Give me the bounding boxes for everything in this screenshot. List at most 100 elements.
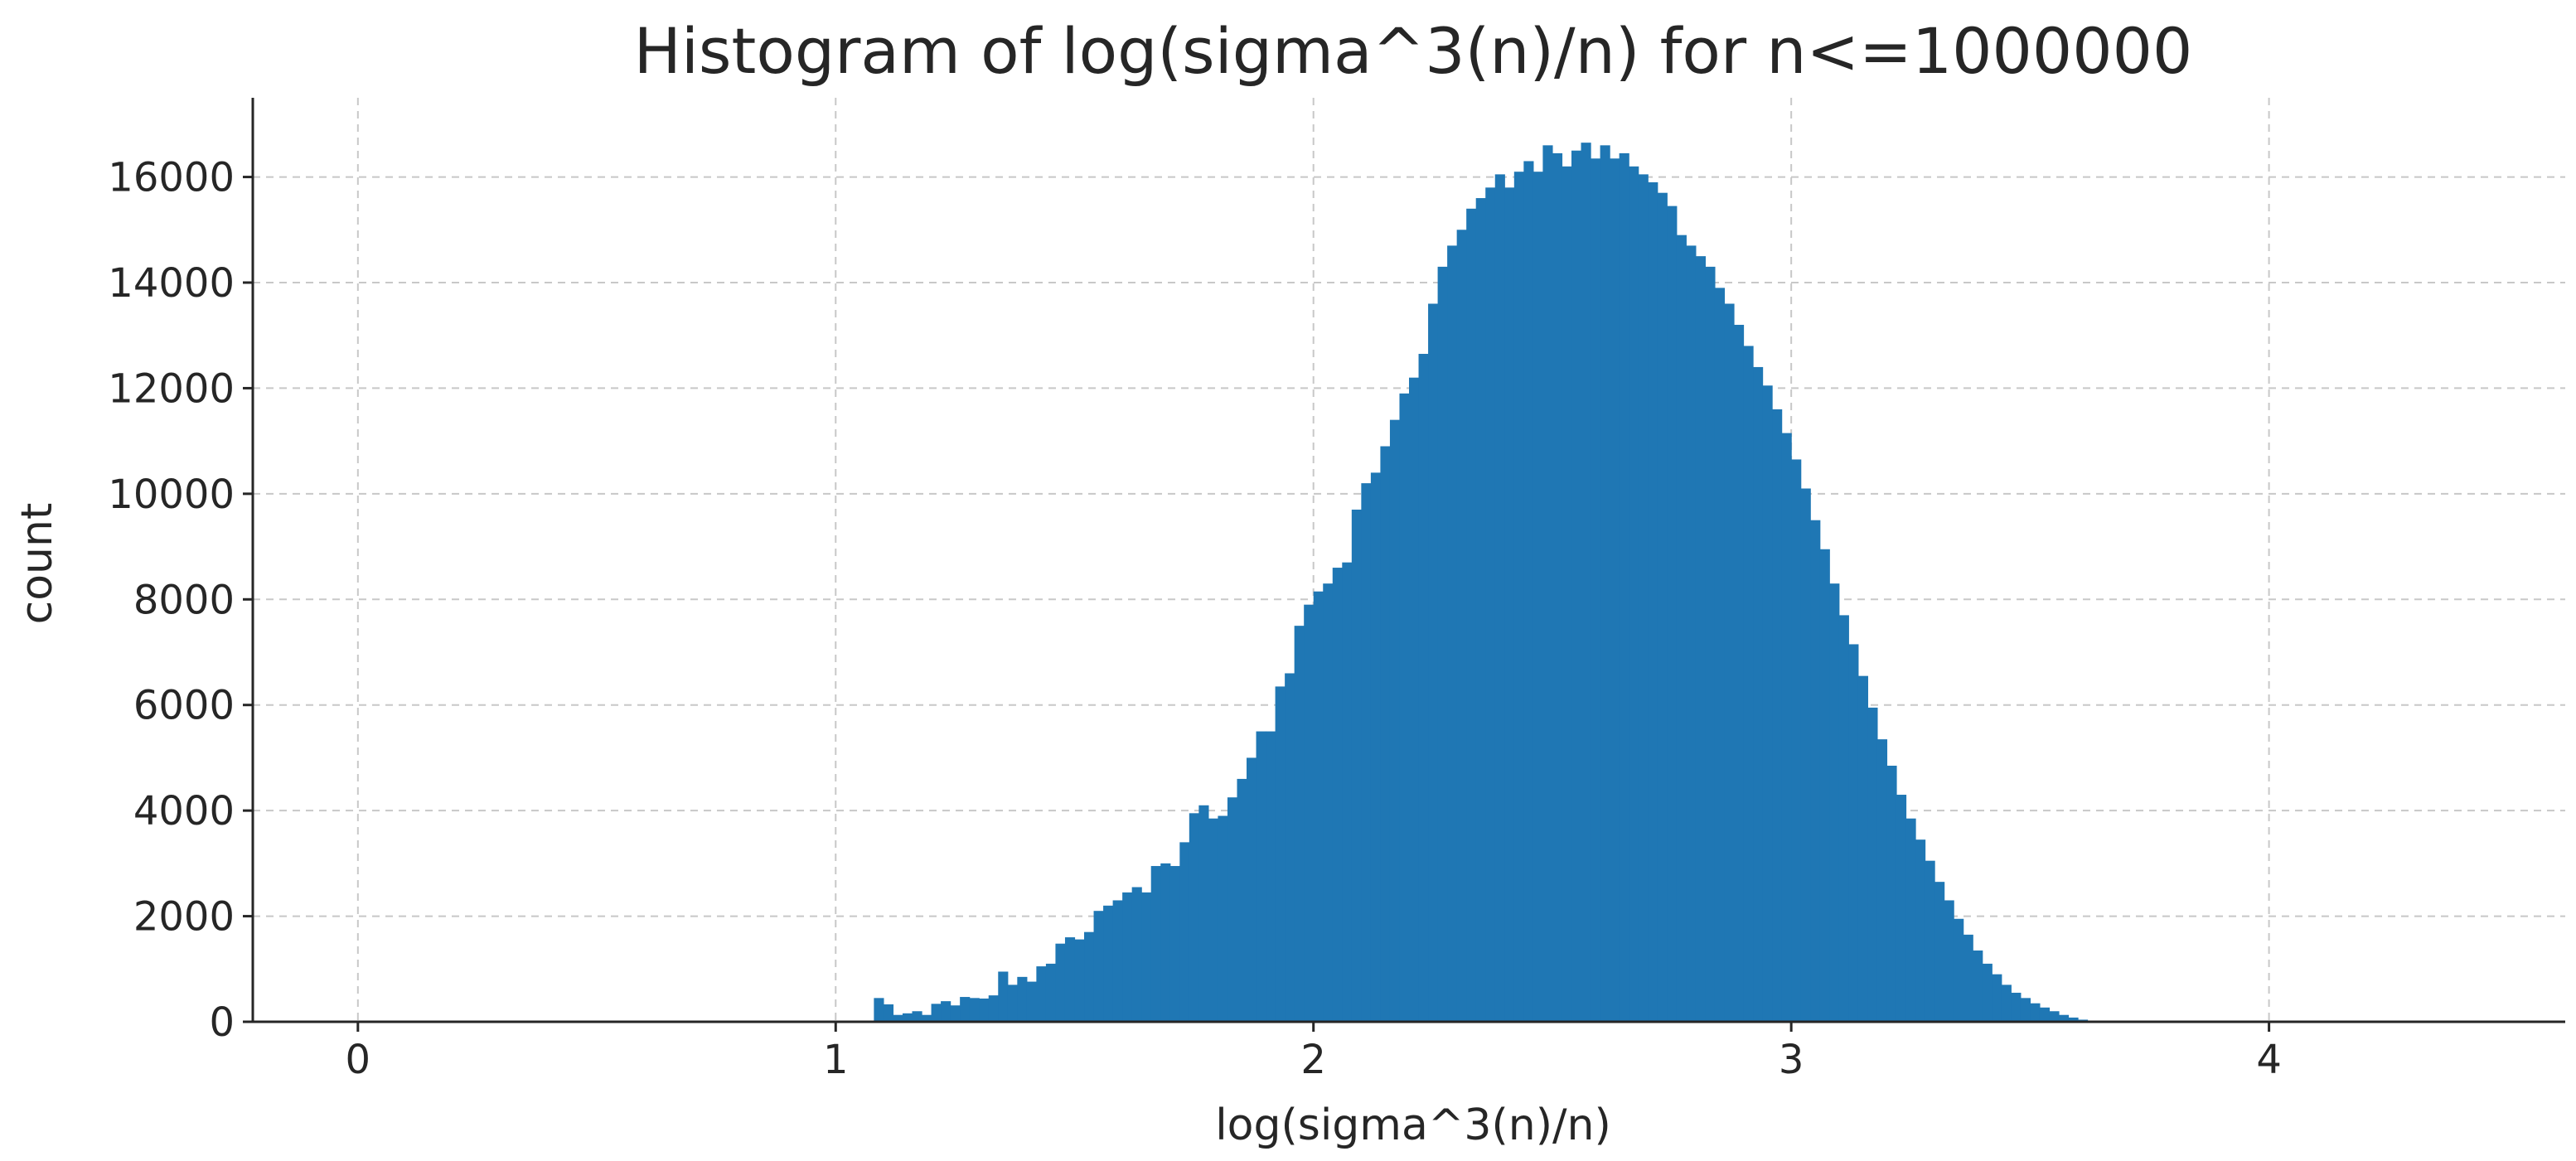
- histogram-bar: [1800, 488, 1811, 1022]
- histogram-bar: [1591, 158, 1601, 1022]
- histogram-bar: [1973, 950, 1983, 1022]
- histogram-bar: [1638, 174, 1649, 1022]
- histogram-bar: [960, 997, 971, 1022]
- histogram-bar: [1992, 974, 2002, 1022]
- histogram-bar: [1266, 731, 1276, 1022]
- histogram-bar: [1227, 797, 1238, 1022]
- histogram-bar: [2011, 992, 2022, 1022]
- histogram-bar: [1705, 266, 1716, 1022]
- histogram-bar: [912, 1011, 922, 1022]
- histogram-bar: [1418, 354, 1429, 1022]
- histogram-bar: [1256, 731, 1266, 1022]
- histogram-bar: [1112, 900, 1123, 1022]
- histogram-bar: [1781, 433, 1792, 1022]
- histogram-bar: [1313, 591, 1324, 1022]
- histogram-bar: [874, 998, 884, 1022]
- histogram-bar: [1131, 887, 1142, 1022]
- histogram-bar: [1485, 187, 1496, 1023]
- histogram-bar: [2058, 1014, 2070, 1022]
- histogram-bar: [1399, 393, 1410, 1022]
- y-tick-label: 6000: [133, 683, 235, 729]
- histogram-bar: [1657, 192, 1668, 1022]
- histogram-bar: [1905, 818, 1916, 1022]
- histogram-bar: [941, 1001, 951, 1022]
- histogram-bar: [1447, 245, 1458, 1022]
- histogram-bar: [1045, 963, 1057, 1022]
- histogram-bar: [1857, 675, 1868, 1022]
- histogram-bar: [1724, 303, 1735, 1022]
- x-tick-label: 3: [1779, 1037, 1804, 1083]
- histogram-bar: [1610, 158, 1620, 1022]
- histogram-bar: [1169, 866, 1180, 1022]
- y-tick-label: 14000: [108, 260, 235, 307]
- histogram-bar: [979, 998, 990, 1022]
- histogram-bar: [1275, 686, 1286, 1022]
- histogram-bar: [1791, 459, 1802, 1022]
- histogram-bar: [1380, 446, 1391, 1022]
- histogram-bar: [1198, 805, 1209, 1022]
- histogram-bar: [1944, 900, 1954, 1022]
- histogram-bar: [1533, 172, 1544, 1023]
- histogram-bar: [1886, 765, 1897, 1022]
- histogram-bar: [1838, 615, 1849, 1022]
- histogram-bar: [1179, 842, 1190, 1022]
- histogram-bar: [931, 1004, 942, 1022]
- histogram-bar: [1925, 860, 1935, 1022]
- histogram-bars: [874, 143, 2108, 1023]
- histogram-bar: [1686, 245, 1697, 1022]
- x-axis-label: log(sigma^3(n)/n): [1215, 1101, 1611, 1150]
- histogram-bar: [969, 998, 980, 1022]
- histogram-bar: [1466, 208, 1477, 1023]
- histogram-bar: [1456, 230, 1467, 1022]
- histogram-bar: [1237, 778, 1247, 1022]
- histogram-bar: [1294, 626, 1305, 1022]
- histogram-bar: [1189, 813, 1199, 1022]
- histogram-bar: [950, 1005, 961, 1022]
- histogram-bar: [1915, 839, 1926, 1022]
- histogram-bar: [1504, 187, 1515, 1023]
- histogram-bar: [1954, 918, 1964, 1022]
- histogram-bar: [1676, 235, 1687, 1023]
- histogram-bar: [998, 971, 1009, 1022]
- histogram-bar: [1867, 707, 1878, 1022]
- y-axis-label: count: [12, 503, 62, 625]
- histogram-bar: [1648, 181, 1658, 1022]
- histogram-bar: [1562, 166, 1572, 1022]
- histogram-bar: [893, 1014, 903, 1022]
- histogram-bar: [2020, 998, 2031, 1022]
- histogram-bar: [1332, 568, 1343, 1022]
- histogram-bar: [1542, 145, 1553, 1022]
- histogram-bar: [1428, 303, 1439, 1022]
- histogram-bar: [1667, 206, 1678, 1023]
- histogram-bar: [1523, 161, 1534, 1022]
- histogram-bar: [1743, 346, 1754, 1022]
- histogram-bar: [1409, 377, 1420, 1023]
- y-tick-label: 16000: [108, 155, 235, 201]
- histogram-bar: [1475, 198, 1486, 1023]
- histogram-bar: [988, 995, 999, 1022]
- histogram-bar: [1361, 483, 1372, 1022]
- histogram-bar: [1342, 562, 1353, 1022]
- histogram-bar: [1876, 739, 1888, 1022]
- histogram-bar: [1007, 984, 1018, 1022]
- y-tick-label: 12000: [108, 365, 235, 412]
- histogram-bar: [1093, 911, 1104, 1022]
- histogram-bar: [1753, 366, 1764, 1022]
- histogram-bar: [1552, 152, 1563, 1022]
- histogram-bar: [1150, 866, 1161, 1022]
- histogram-bar: [1571, 150, 1582, 1023]
- histogram-bar: [1122, 892, 1133, 1022]
- histogram-bar: [1437, 266, 1448, 1022]
- histogram-bar: [1762, 385, 1773, 1022]
- y-tick-label: 2000: [133, 894, 235, 941]
- chart-title: Histogram of log(sigma^3(n)/n) for n<=10…: [634, 14, 2193, 88]
- histogram-bar: [1285, 673, 1295, 1022]
- histogram-bar: [1247, 757, 1257, 1022]
- histogram-bar: [1581, 143, 1591, 1023]
- histogram-bar: [1141, 892, 1152, 1022]
- histogram-bar: [1810, 520, 1821, 1022]
- histogram-bar: [2049, 1011, 2060, 1022]
- histogram-bar: [1160, 863, 1171, 1022]
- histogram-bar: [1733, 324, 1745, 1022]
